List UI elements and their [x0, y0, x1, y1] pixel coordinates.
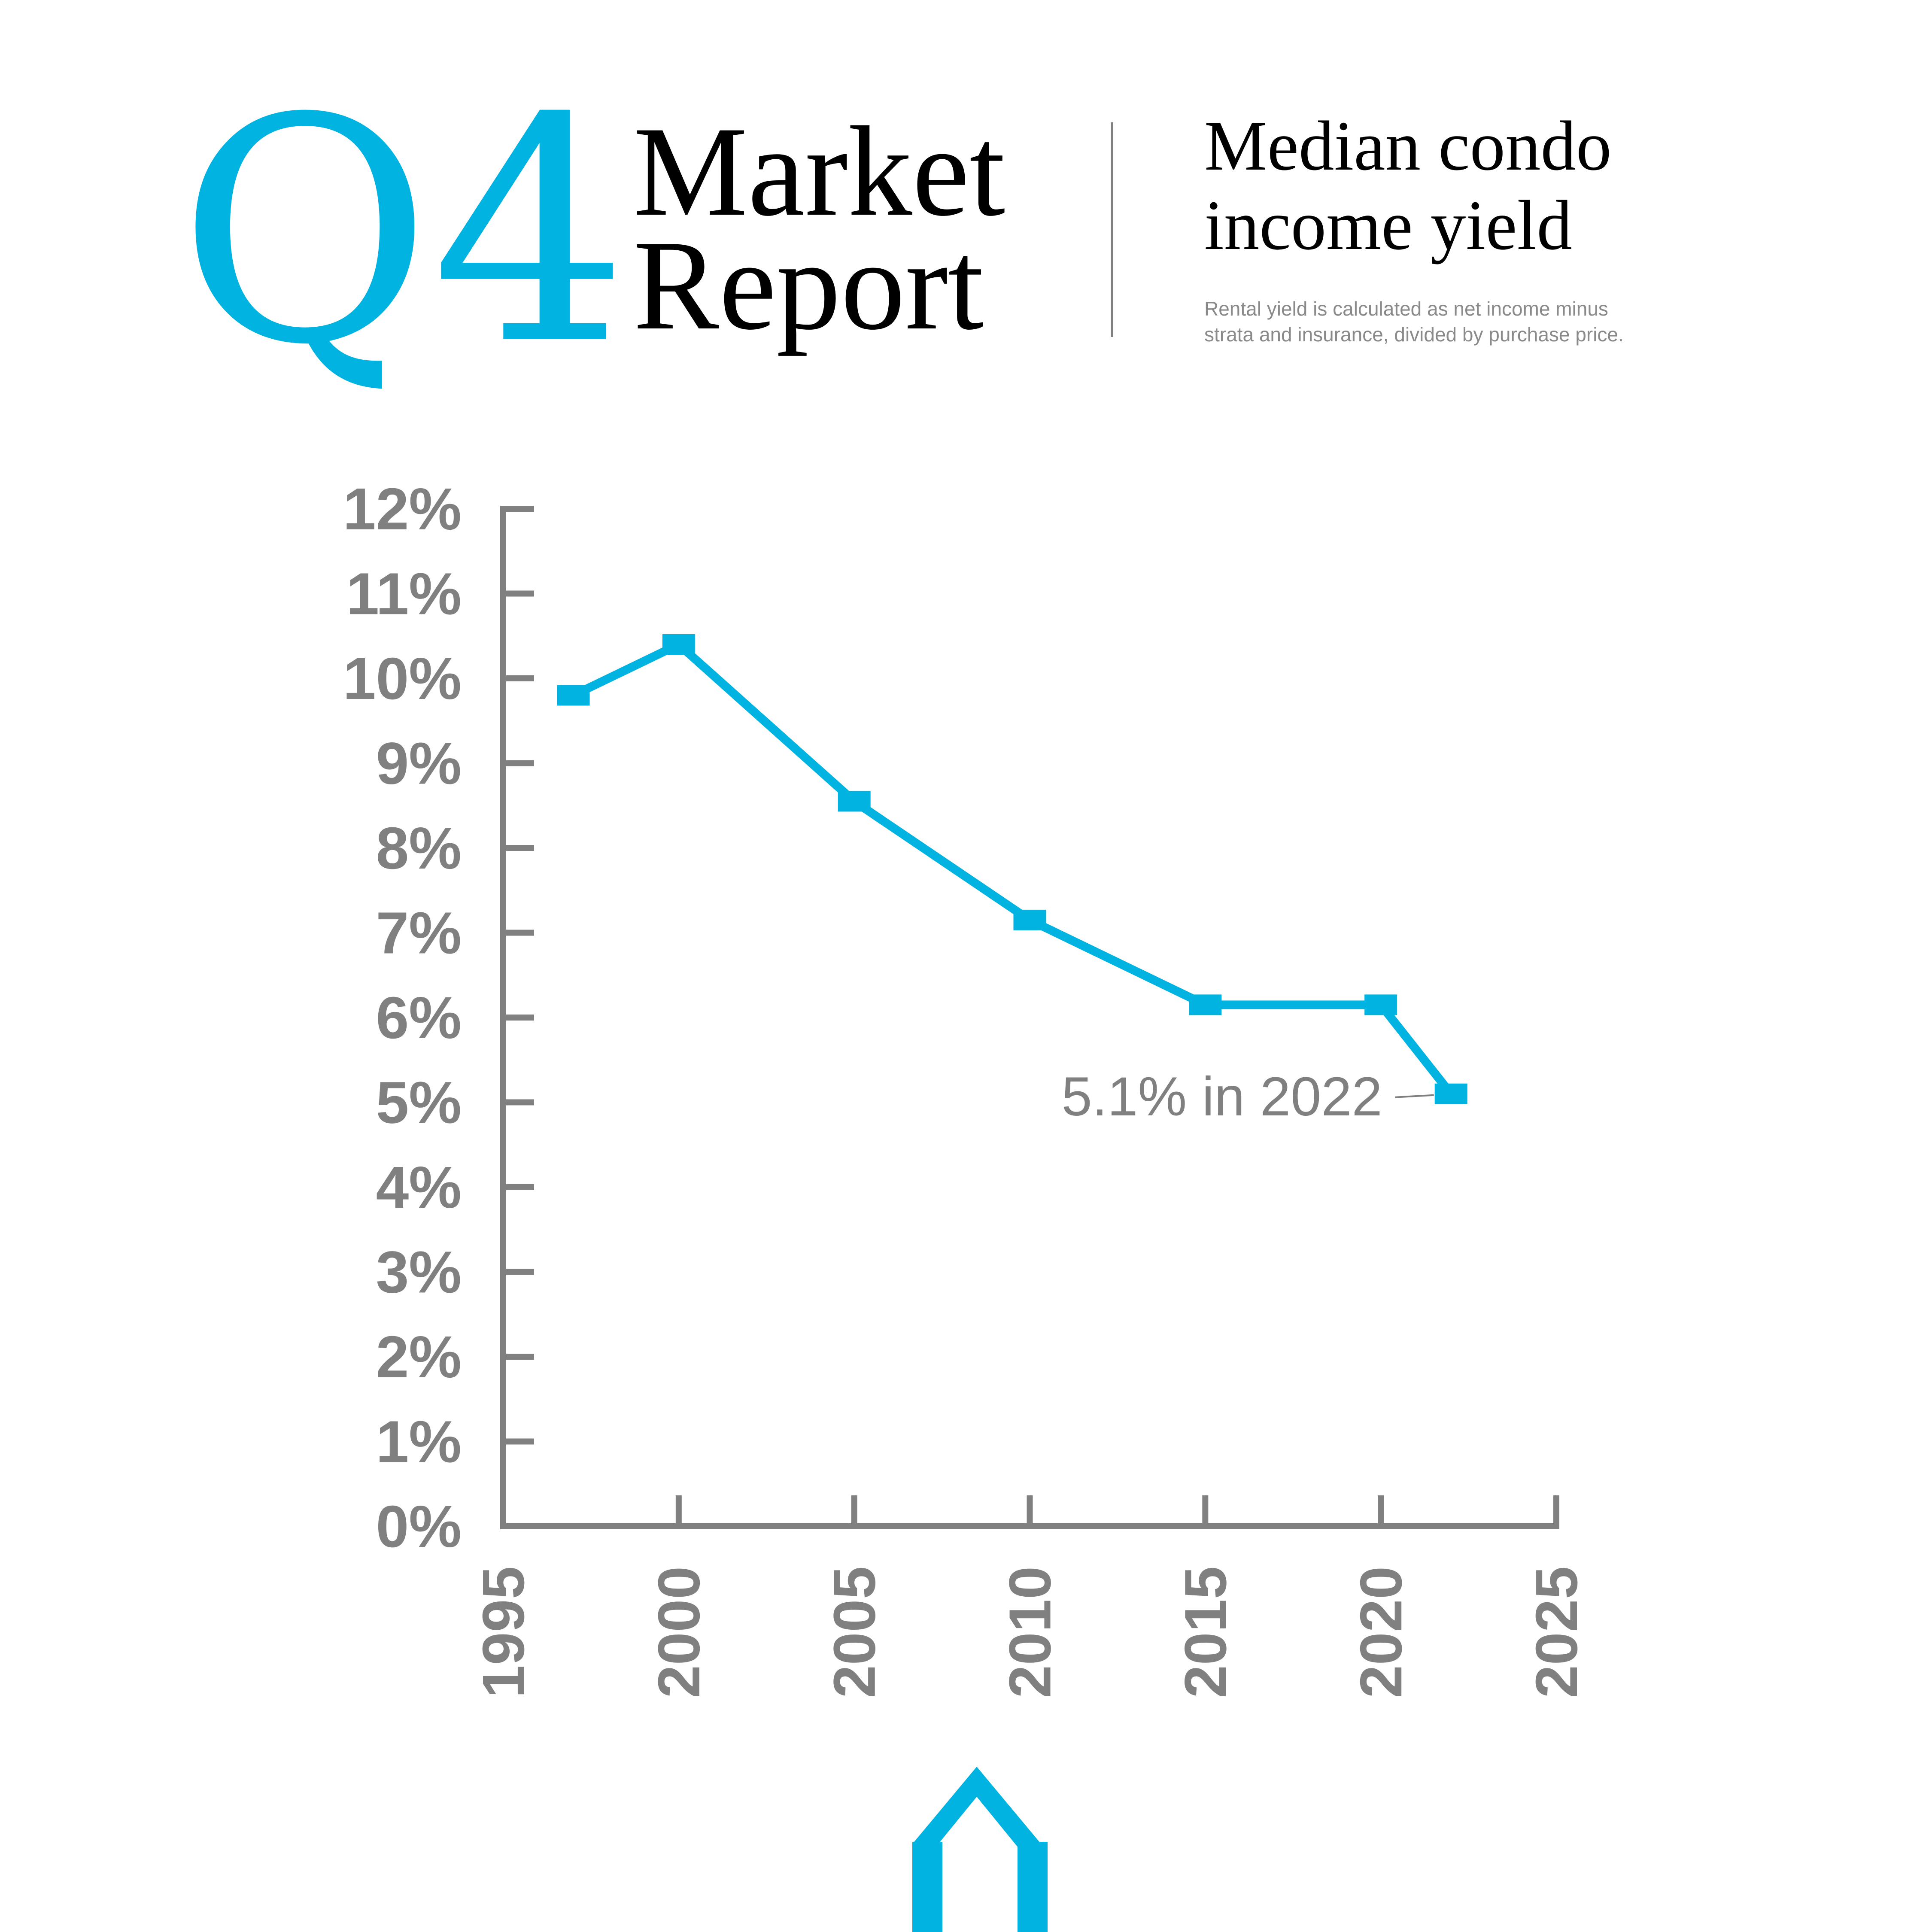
data-point-marker — [557, 685, 590, 706]
y-tick-label: 12% — [343, 476, 462, 542]
x-tick-label: 2010 — [997, 1566, 1063, 1698]
x-tick-label: 2020 — [1348, 1566, 1414, 1698]
y-tick-label: 8% — [376, 815, 462, 881]
header: Q4 Market Report Median condo income yie… — [178, 52, 1624, 412]
chart-title-line1: Median condo — [1204, 106, 1612, 185]
house-brush-logo — [912, 1767, 1048, 1932]
data-point-marker — [838, 791, 871, 812]
x-tick-label: 2000 — [646, 1566, 712, 1698]
y-tick-labels: 0% 1% 2% 3% 4% 5% 6% 7% 8% 9% 10% 11% 12% — [343, 476, 462, 1560]
data-point-marker — [1364, 994, 1397, 1015]
data-point-marker — [1013, 909, 1046, 930]
chart-note-line2: strata and insurance, divided by purchas… — [1204, 323, 1624, 346]
series-line — [571, 640, 1455, 1097]
x-tick-labels: 1995 2000 2005 2010 2015 2020 2025 — [471, 1566, 1590, 1698]
axes — [500, 506, 1559, 1529]
data-point-marker — [662, 634, 695, 655]
data-point-marker — [1189, 994, 1222, 1015]
y-tick-label: 4% — [376, 1154, 462, 1221]
series — [557, 634, 1467, 1104]
annotation-leader — [1395, 1094, 1434, 1098]
y-tick-label: 1% — [376, 1409, 462, 1475]
logo-right-wall — [1018, 1842, 1048, 1932]
chart-note-line1: Rental yield is calculated as net income… — [1204, 298, 1608, 320]
y-tick-label: 5% — [376, 1070, 462, 1136]
line-chart: 0% 1% 2% 3% 4% 5% 6% 7% 8% 9% 10% 11% 12% 1995 2000 20… — [343, 476, 1590, 1698]
x-tick-label: 1995 — [471, 1566, 537, 1698]
y-tick-label: 6% — [376, 985, 462, 1051]
q4-label: Q4 — [178, 52, 628, 412]
y-tick-label: 10% — [343, 646, 462, 712]
annotations: 5.1% in 2022 — [1061, 1066, 1434, 1127]
y-tick-label: 3% — [376, 1239, 462, 1306]
data-point-marker — [1434, 1083, 1467, 1104]
title-report: Report — [633, 214, 984, 357]
annotation-label: 5.1% in 2022 — [1061, 1066, 1382, 1127]
x-tick-label: 2005 — [822, 1566, 888, 1698]
y-tick-label: 11% — [346, 561, 462, 627]
title-market: Market — [633, 100, 1005, 243]
y-tick-label: 2% — [376, 1324, 462, 1390]
y-tick-label: 7% — [376, 900, 462, 966]
chart-title-line2: income yield — [1204, 186, 1572, 264]
y-tick-label: 9% — [376, 731, 462, 797]
x-tick-label: 2015 — [1173, 1566, 1239, 1698]
x-tick-label: 2025 — [1524, 1566, 1590, 1698]
y-tick-label: 0% — [376, 1494, 462, 1560]
logo-left-wall — [912, 1842, 942, 1932]
